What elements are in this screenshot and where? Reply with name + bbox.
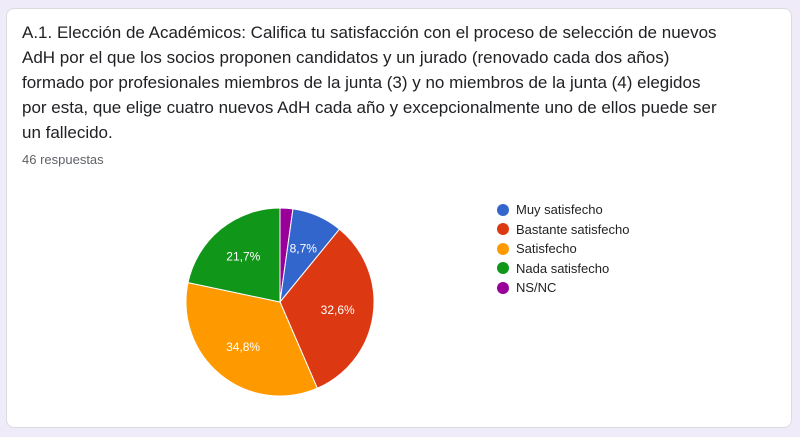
question-title: A.1. Elección de Académicos: Califica tu… bbox=[22, 23, 717, 142]
pie-label-nada-satisfecho: 21,7% bbox=[226, 250, 260, 264]
question-card bbox=[6, 8, 792, 428]
pie-label-satisfecho: 34,8% bbox=[226, 340, 260, 354]
legend-item-muy-satisfecho[interactable]: Muy satisfecho bbox=[497, 200, 629, 220]
legend-swatch-nada-satisfecho bbox=[497, 262, 509, 275]
pie-slice-satisfecho[interactable] bbox=[185, 282, 318, 397]
legend-label-ns-nc: NS/NC bbox=[516, 280, 557, 296]
pie-label-muy-satisfecho: 8,7% bbox=[290, 242, 318, 256]
legend-label-nada-satisfecho: Nada satisfecho bbox=[516, 260, 610, 276]
pie-slice-nada-satisfecho[interactable] bbox=[187, 207, 281, 303]
legend-item-ns-nc[interactable]: NS/NC bbox=[497, 278, 629, 298]
chart-legend: Muy satisfecho Bastante satisfecho Satisfe… bbox=[497, 200, 629, 298]
pie-slice-bastante-satisfecho[interactable] bbox=[279, 228, 375, 389]
legend-swatch-ns-nc bbox=[497, 281, 509, 294]
pie-label-bastante-satisfecho: 32,6% bbox=[321, 303, 355, 317]
legend-item-bastante-satisfecho[interactable]: Bastante satisfecho bbox=[497, 220, 629, 240]
legend-label-bastante-satisfecho: Bastante satisfecho bbox=[516, 221, 630, 237]
legend-item-nada-satisfecho[interactable]: Nada satisfecho bbox=[497, 259, 629, 279]
response-count: 46 respuestas bbox=[22, 152, 104, 167]
legend-swatch-satisfecho bbox=[497, 242, 509, 255]
legend-item-satisfecho[interactable]: Satisfecho bbox=[497, 239, 629, 259]
legend-swatch-bastante-satisfecho bbox=[497, 223, 509, 236]
legend-label-satisfecho: Satisfecho bbox=[516, 241, 577, 257]
legend-label-muy-satisfecho: Muy satisfecho bbox=[516, 202, 603, 218]
legend-swatch-muy-satisfecho bbox=[497, 203, 509, 216]
